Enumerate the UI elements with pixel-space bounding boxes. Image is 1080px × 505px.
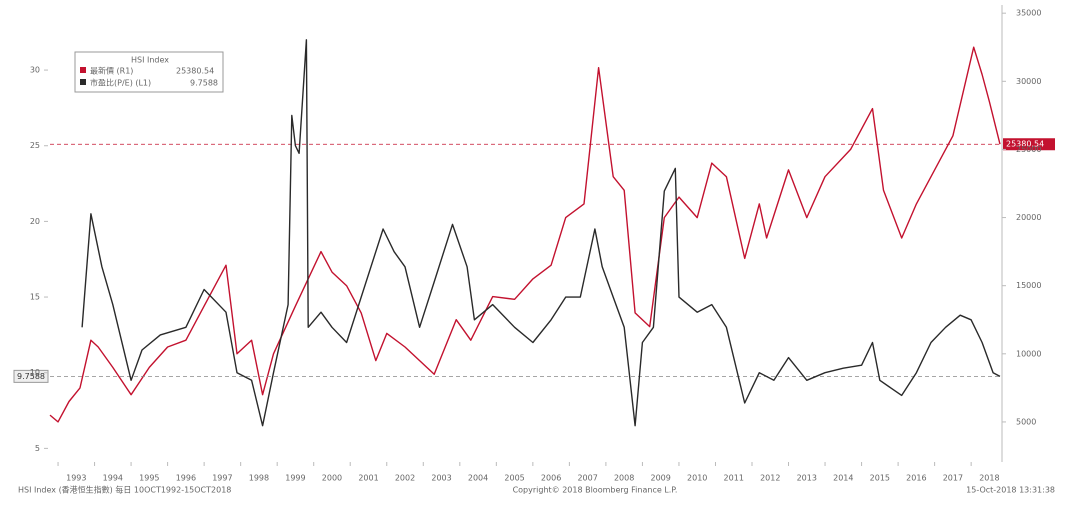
y2-tick-label: 25000 (1016, 145, 1041, 154)
copyright: Copyright© 2018 Bloomberg Finance L.P. (513, 486, 678, 495)
y2-tick-label: 5000 (1016, 417, 1036, 426)
timestamp: 15-Oct-2018 13:31:38 (966, 486, 1055, 495)
y-tick-label: 25 (30, 141, 40, 150)
y2-tick-label: 15000 (1016, 281, 1041, 290)
legend-value: 9.7588 (190, 79, 218, 88)
x-tick-label: 1994 (103, 474, 123, 483)
x-tick-label: 2018 (979, 474, 999, 483)
x-tick-label: 2002 (395, 474, 415, 483)
x-tick-label: 1993 (66, 474, 86, 483)
x-tick-label: 1995 (139, 474, 159, 483)
y2-tick-label: 30000 (1016, 77, 1041, 86)
y-tick-label: 20 (30, 217, 40, 226)
x-tick-label: 2016 (906, 474, 926, 483)
last-value-badge (13, 369, 49, 383)
x-tick-label: 2014 (833, 474, 853, 483)
x-tick-label: 2006 (541, 474, 561, 483)
x-tick-label: 1996 (176, 474, 196, 483)
x-tick-label: 2010 (687, 474, 707, 483)
legend-swatch (80, 79, 86, 85)
source: HSI Index (香港恒生指數) 每日 10OCT1992-15OCT201… (18, 485, 231, 495)
x-tick-label: 2015 (870, 474, 890, 483)
legend-value: 25380.54 (176, 67, 214, 76)
x-tick-label: 1997 (212, 474, 232, 483)
legend-label: 市盈比(P/E) (L1) (90, 78, 151, 88)
x-tick-label: 2008 (614, 474, 634, 483)
x-tick-label: 2011 (724, 474, 744, 483)
last-value-badge (1003, 138, 1055, 151)
legend-label: 最新價 (R1) (90, 66, 133, 76)
y-tick-label: 30 (30, 66, 40, 75)
legend-box (74, 51, 224, 93)
legend-title: HSI Index (131, 56, 169, 65)
x-tick-label: 2013 (797, 474, 817, 483)
x-tick-label: 2001 (358, 474, 378, 483)
y-tick-label: 10 (30, 368, 40, 377)
y-tick-label: 5 (35, 444, 40, 453)
x-tick-label: 2004 (468, 474, 488, 483)
x-tick-label: 1998 (249, 474, 269, 483)
x-tick-label: 2017 (943, 474, 963, 483)
plot-area: 25380.54 9.7588 (13, 39, 1055, 427)
x-tick-label: 2007 (577, 474, 597, 483)
y2-tick-label: 20000 (1016, 213, 1041, 222)
x-tick-label: 2009 (651, 474, 671, 483)
x-tick-label: 2003 (431, 474, 451, 483)
x-tick-label: 1999 (285, 474, 305, 483)
y2-tick-label: 10000 (1016, 349, 1041, 358)
y-tick-label: 15 (30, 293, 40, 302)
x-tick-label: 2005 (504, 474, 524, 483)
legend-swatch (80, 67, 86, 73)
last-value-label: 9.7588 (17, 372, 45, 381)
x-tick-label: 2012 (760, 474, 780, 483)
x-tick-label: 2000 (322, 474, 342, 483)
legend: HSI Index 最新價 (R1) 25380.54 市盈比(P/E) (L1… (74, 51, 224, 93)
series-line (81, 39, 1001, 427)
series-line (49, 46, 1001, 423)
last-value-label: 25380.54 (1006, 140, 1044, 149)
y2-tick-label: 35000 (1016, 9, 1041, 18)
